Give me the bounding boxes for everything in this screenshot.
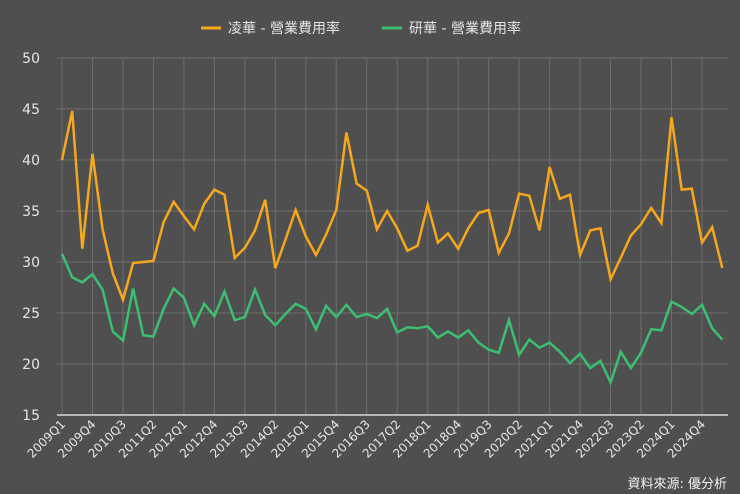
legend-label-adlink: 凌華 - 營業費用率	[228, 20, 340, 37]
legend-label-advantech: 研華 - 營業費用率	[409, 20, 521, 37]
y-tick-label: 50	[22, 51, 40, 67]
legend-item-advantech[interactable]: 研華 - 營業費用率	[382, 20, 521, 37]
y-tick-label: 15	[22, 408, 40, 424]
y-tick-label: 40	[22, 153, 40, 169]
y-tick-label: 20	[22, 357, 40, 373]
series-line-adlink	[60, 110, 724, 304]
source-note: 資料來源: 優分析	[627, 477, 727, 492]
y-tick-label: 25	[22, 306, 40, 322]
y-axis: 15 20 25 30 35 40 45 50	[22, 51, 40, 424]
legend: 凌華 - 營業費用率 研華 - 營業費用率	[201, 20, 521, 37]
series-line-advantech	[60, 253, 724, 386]
y-tick-label: 35	[22, 204, 40, 220]
y-tick-label: 45	[22, 102, 40, 118]
series-lines	[60, 110, 724, 386]
legend-item-adlink[interactable]: 凌華 - 營業費用率	[201, 20, 340, 37]
y-tick-label: 30	[22, 255, 40, 271]
